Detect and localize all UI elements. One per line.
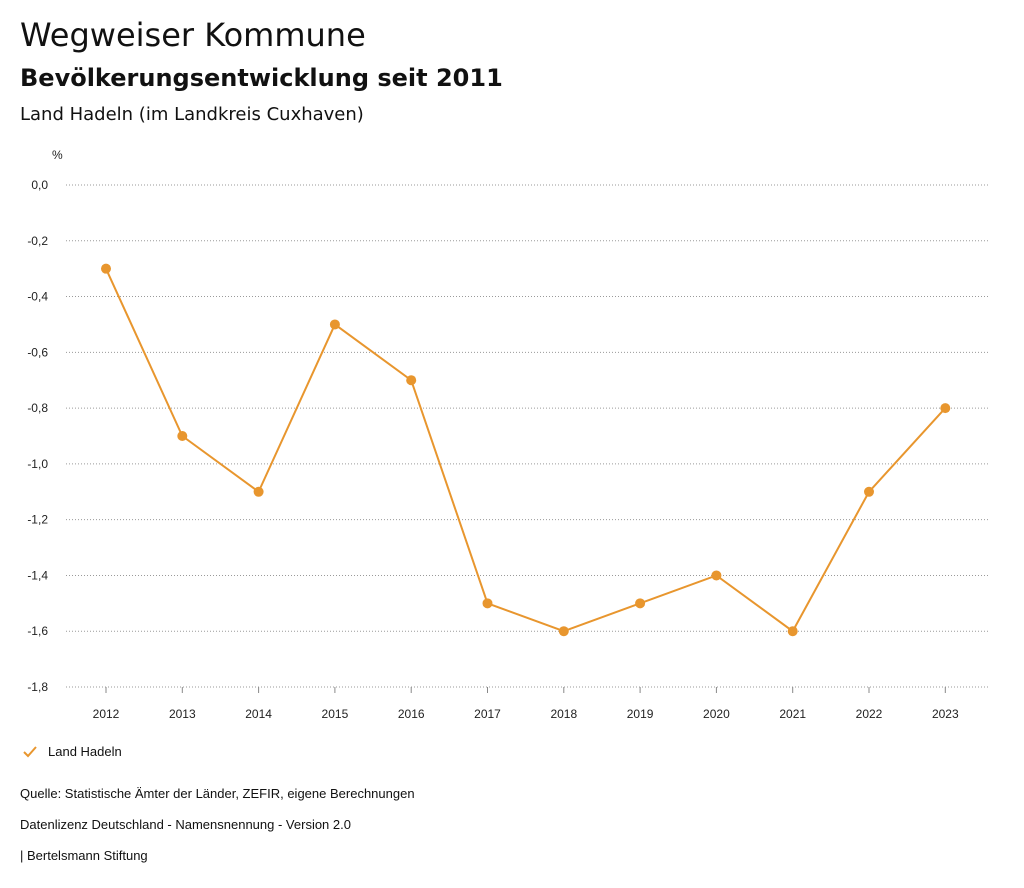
y-tick-label: -1,0 [27, 457, 48, 471]
publisher-note: | Bertelsmann Stiftung [20, 848, 148, 863]
x-tick-label: 2020 [703, 707, 730, 721]
x-tick-label: 2021 [779, 707, 806, 721]
y-tick-label: -0,8 [27, 401, 48, 415]
license-note[interactable]: Datenlizenz Deutschland - Namensnennung … [20, 817, 351, 832]
data-point [253, 486, 264, 497]
y-tick-label: -1,6 [27, 624, 48, 638]
chart-subtitle: Bevölkerungsentwicklung seit 2011 [20, 64, 503, 92]
legend[interactable]: Land Hadeln [22, 744, 122, 759]
y-axis-unit: % [52, 148, 63, 162]
x-tick-label: 2022 [856, 707, 883, 721]
y-tick-label: 0,0 [31, 178, 48, 192]
data-point [787, 626, 798, 637]
x-tick-label: 2016 [398, 707, 425, 721]
x-tick-label: 2012 [93, 707, 120, 721]
data-point [864, 486, 874, 497]
legend-label: Land Hadeln [48, 744, 122, 759]
y-tick-label: -1,4 [27, 568, 48, 582]
line-chart: % 0,0 -0,2 -0,4 -0,6 -0,8 -1,0 -1,2 -1,4 -1,6 -1,8… [27, 148, 990, 721]
y-tick-label: -1,2 [27, 513, 48, 527]
data-point [558, 626, 569, 637]
y-tick-label: -0,6 [27, 345, 48, 359]
data-point [940, 403, 951, 414]
data-point [635, 598, 646, 609]
x-tick-label: 2019 [627, 707, 654, 721]
data-point [406, 375, 417, 386]
page-title: Wegweiser Kommune [20, 16, 366, 54]
y-tick-label: -1,8 [27, 680, 48, 694]
x-tick-label: 2023 [932, 707, 959, 721]
x-tick-label: 2014 [245, 707, 272, 721]
x-tick-label: 2018 [550, 707, 577, 721]
x-tick-label: 2017 [474, 707, 501, 721]
data-point [482, 598, 493, 609]
data-point [101, 263, 111, 274]
checkmark-icon [23, 745, 37, 757]
x-tick-label: 2013 [169, 707, 196, 721]
source-note: Quelle: Statistische Ämter der Länder, Z… [20, 786, 415, 801]
series-line [105, 268, 947, 633]
region-label: Land Hadeln (im Landkreis Cuxhaven) [20, 104, 364, 125]
x-tick-label: 2015 [322, 707, 349, 721]
y-tick-label: -0,2 [27, 234, 48, 248]
y-tick-label: -0,4 [27, 290, 48, 304]
data-point [177, 431, 188, 441]
data-point [329, 319, 340, 330]
data-point [711, 570, 722, 581]
